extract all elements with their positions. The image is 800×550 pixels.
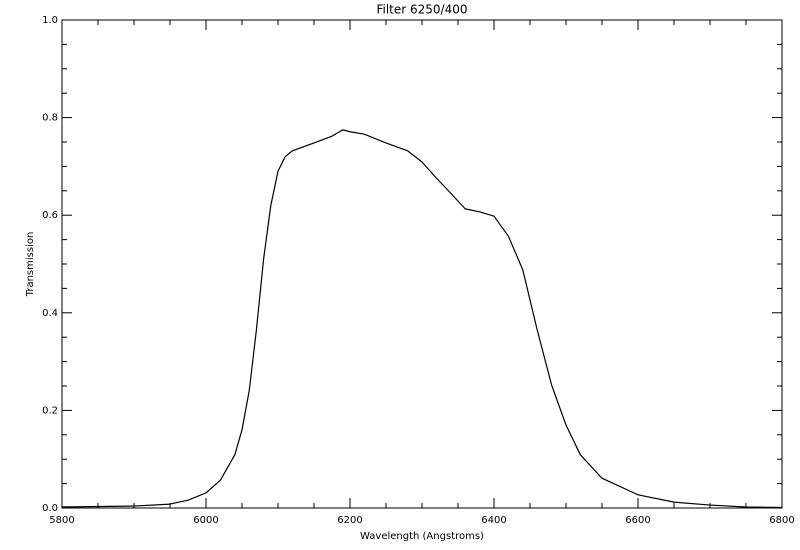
x-axis-label: Wavelength (Angstroms) <box>360 531 484 542</box>
plot-frame <box>61 19 783 509</box>
x-tick-label: 5800 <box>49 515 74 526</box>
x-tick-label: 6200 <box>337 515 362 526</box>
data-line <box>61 129 783 509</box>
chart-title: Filter 6250/400 <box>376 3 467 17</box>
x-tick-label: 6400 <box>481 515 506 526</box>
x-tick-label: 6600 <box>625 515 650 526</box>
y-tick-label: 1.0 <box>42 15 58 26</box>
x-tick-label: 6000 <box>193 515 218 526</box>
y-tick-label: 0.2 <box>42 405 58 416</box>
x-tick-label: 6800 <box>769 515 794 526</box>
y-tick-label: 0.8 <box>42 113 58 124</box>
y-tick-label: 0.6 <box>42 210 58 221</box>
y-axis-label: Transmission <box>25 232 36 298</box>
y-tick-label: 0.4 <box>42 308 58 319</box>
y-tick-label: 0.0 <box>42 503 58 514</box>
